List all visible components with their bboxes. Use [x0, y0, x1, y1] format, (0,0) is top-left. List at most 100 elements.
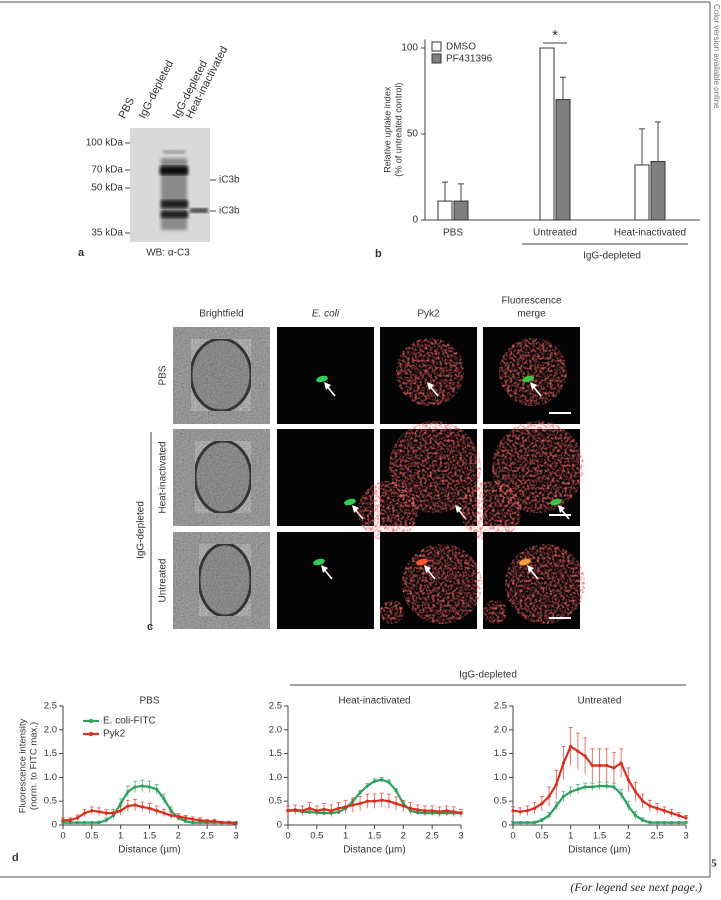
data-point	[176, 814, 180, 819]
data-point	[626, 778, 630, 782]
micrograph	[358, 421, 481, 541]
side-note: Color version available online	[712, 4, 721, 109]
data-point	[677, 821, 681, 825]
fluorescence-bg	[277, 532, 374, 629]
data-point	[183, 816, 188, 820]
panel-letter: a	[78, 247, 85, 259]
marker-label: 100 kDa	[86, 138, 124, 149]
data-point	[61, 818, 65, 822]
data-point	[518, 821, 522, 825]
y-tick-label: 0	[412, 215, 418, 226]
x-tick-label: 0.5	[535, 831, 548, 842]
y-tick-label: 1.0	[494, 772, 507, 783]
data-point	[525, 821, 530, 825]
lane-label: PBS	[117, 96, 138, 121]
column-header: Brightfield	[199, 309, 243, 320]
data-point	[525, 809, 530, 813]
data-point	[90, 809, 94, 813]
data-point	[169, 809, 173, 813]
data-point	[380, 798, 384, 802]
data-point	[561, 794, 566, 799]
chart-title: Untreated	[578, 696, 622, 707]
data-point	[155, 809, 159, 813]
data-point	[126, 790, 130, 794]
data-point	[561, 761, 566, 765]
x-tick-label: 0	[60, 831, 65, 842]
x-tick-label: 3	[683, 831, 688, 842]
data-point	[641, 818, 645, 822]
data-point	[126, 804, 130, 808]
group-label: IgG-depleted	[583, 251, 641, 262]
y-tick-label: 2.0	[44, 724, 57, 735]
pyk2-signal	[389, 421, 481, 513]
data-point	[452, 810, 456, 814]
data-point	[75, 816, 80, 820]
y-tick-label: 1.5	[269, 748, 282, 759]
bacterium	[550, 498, 562, 506]
data-point	[104, 811, 108, 815]
data-point	[444, 809, 449, 813]
data-point	[401, 804, 405, 808]
footer-note: (For legend see next page.)	[570, 880, 702, 894]
data-point	[97, 810, 101, 814]
data-point	[597, 763, 602, 768]
y-tick-label: 1.5	[44, 748, 57, 759]
data-point	[605, 763, 609, 768]
panel-letter: d	[12, 852, 19, 864]
pyk2-signal	[505, 544, 585, 624]
data-point	[336, 806, 341, 810]
y-tick-label: 2.5	[44, 701, 57, 712]
x-tick-label: 0	[510, 831, 515, 842]
x-tick-label: 0	[285, 831, 290, 842]
data-point	[387, 799, 391, 803]
data-point	[308, 806, 312, 810]
arrow-head	[558, 505, 565, 513]
data-point	[394, 789, 398, 793]
cell-outline	[193, 439, 253, 515]
y-tick-label: 1.5	[494, 748, 507, 759]
x-tick-label: 2	[626, 831, 631, 842]
micrograph	[173, 429, 270, 526]
x-tick-label: 2.5	[426, 831, 439, 842]
bacterium	[316, 375, 328, 383]
micrograph	[483, 532, 585, 629]
x-tick-label: 2	[176, 831, 181, 842]
arrow-head	[352, 505, 359, 513]
data-point	[147, 785, 152, 789]
bacterium	[522, 375, 534, 383]
data-point	[655, 821, 659, 825]
y-axis-label: Fluorescence intensity	[18, 718, 29, 813]
micrograph	[483, 327, 580, 424]
data-point	[619, 792, 623, 796]
data-point	[518, 810, 522, 814]
column-header: Pyk2	[417, 309, 440, 320]
data-point	[191, 817, 195, 821]
y-tick-label: 50	[407, 129, 419, 140]
data-point	[533, 821, 537, 825]
pyk2-signal	[461, 481, 521, 541]
data-point	[547, 794, 551, 799]
data-point	[590, 763, 594, 768]
y-tick-label: 0	[277, 820, 282, 831]
legend-label: PF431396	[446, 54, 493, 65]
y-tick-label: 2.0	[494, 724, 507, 735]
data-point	[300, 809, 305, 813]
data-point	[387, 780, 391, 784]
data-point	[358, 801, 362, 806]
data-point	[590, 785, 594, 789]
column-header: merge	[517, 309, 546, 320]
data-point	[365, 799, 369, 803]
data-point	[633, 813, 638, 818]
x-tick-label: 1.5	[593, 831, 606, 842]
y-axis-label: Relative uptake index	[382, 86, 392, 173]
data-point	[133, 785, 137, 789]
legend-swatch	[431, 41, 442, 52]
data-point	[684, 816, 688, 820]
data-point	[540, 818, 544, 822]
data-point	[684, 821, 688, 825]
arrow-head	[455, 505, 462, 513]
data-point	[612, 766, 616, 770]
data-point	[677, 813, 681, 818]
data-point	[351, 803, 355, 807]
